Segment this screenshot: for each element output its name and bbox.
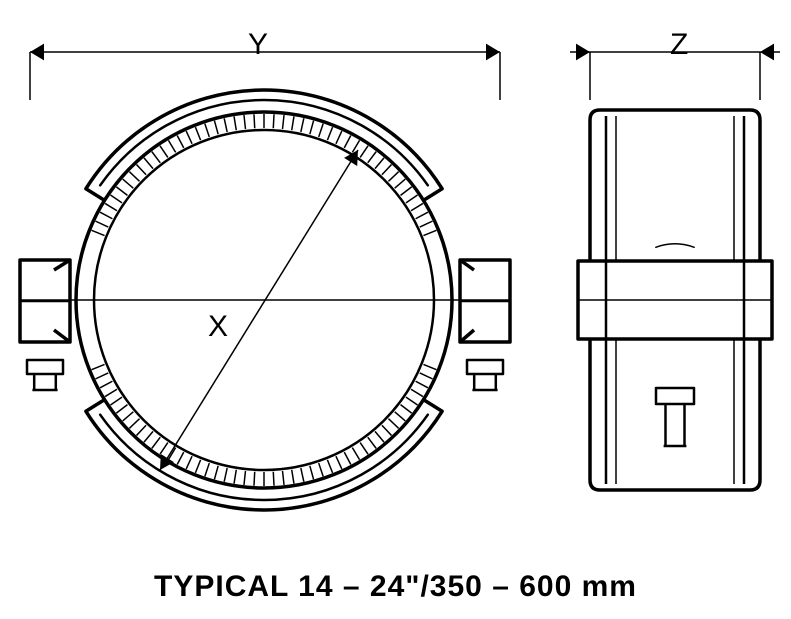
dim-label-x: X — [208, 310, 228, 344]
dim-label-y: Y — [248, 28, 268, 62]
drawing-svg — [0, 0, 791, 619]
dim-label-z: Z — [670, 28, 688, 62]
diagram-stage: Y Z X TYPICAL 14 – 24"/350 – 600 mm — [0, 0, 791, 619]
caption: TYPICAL 14 – 24"/350 – 600 mm — [0, 570, 791, 604]
